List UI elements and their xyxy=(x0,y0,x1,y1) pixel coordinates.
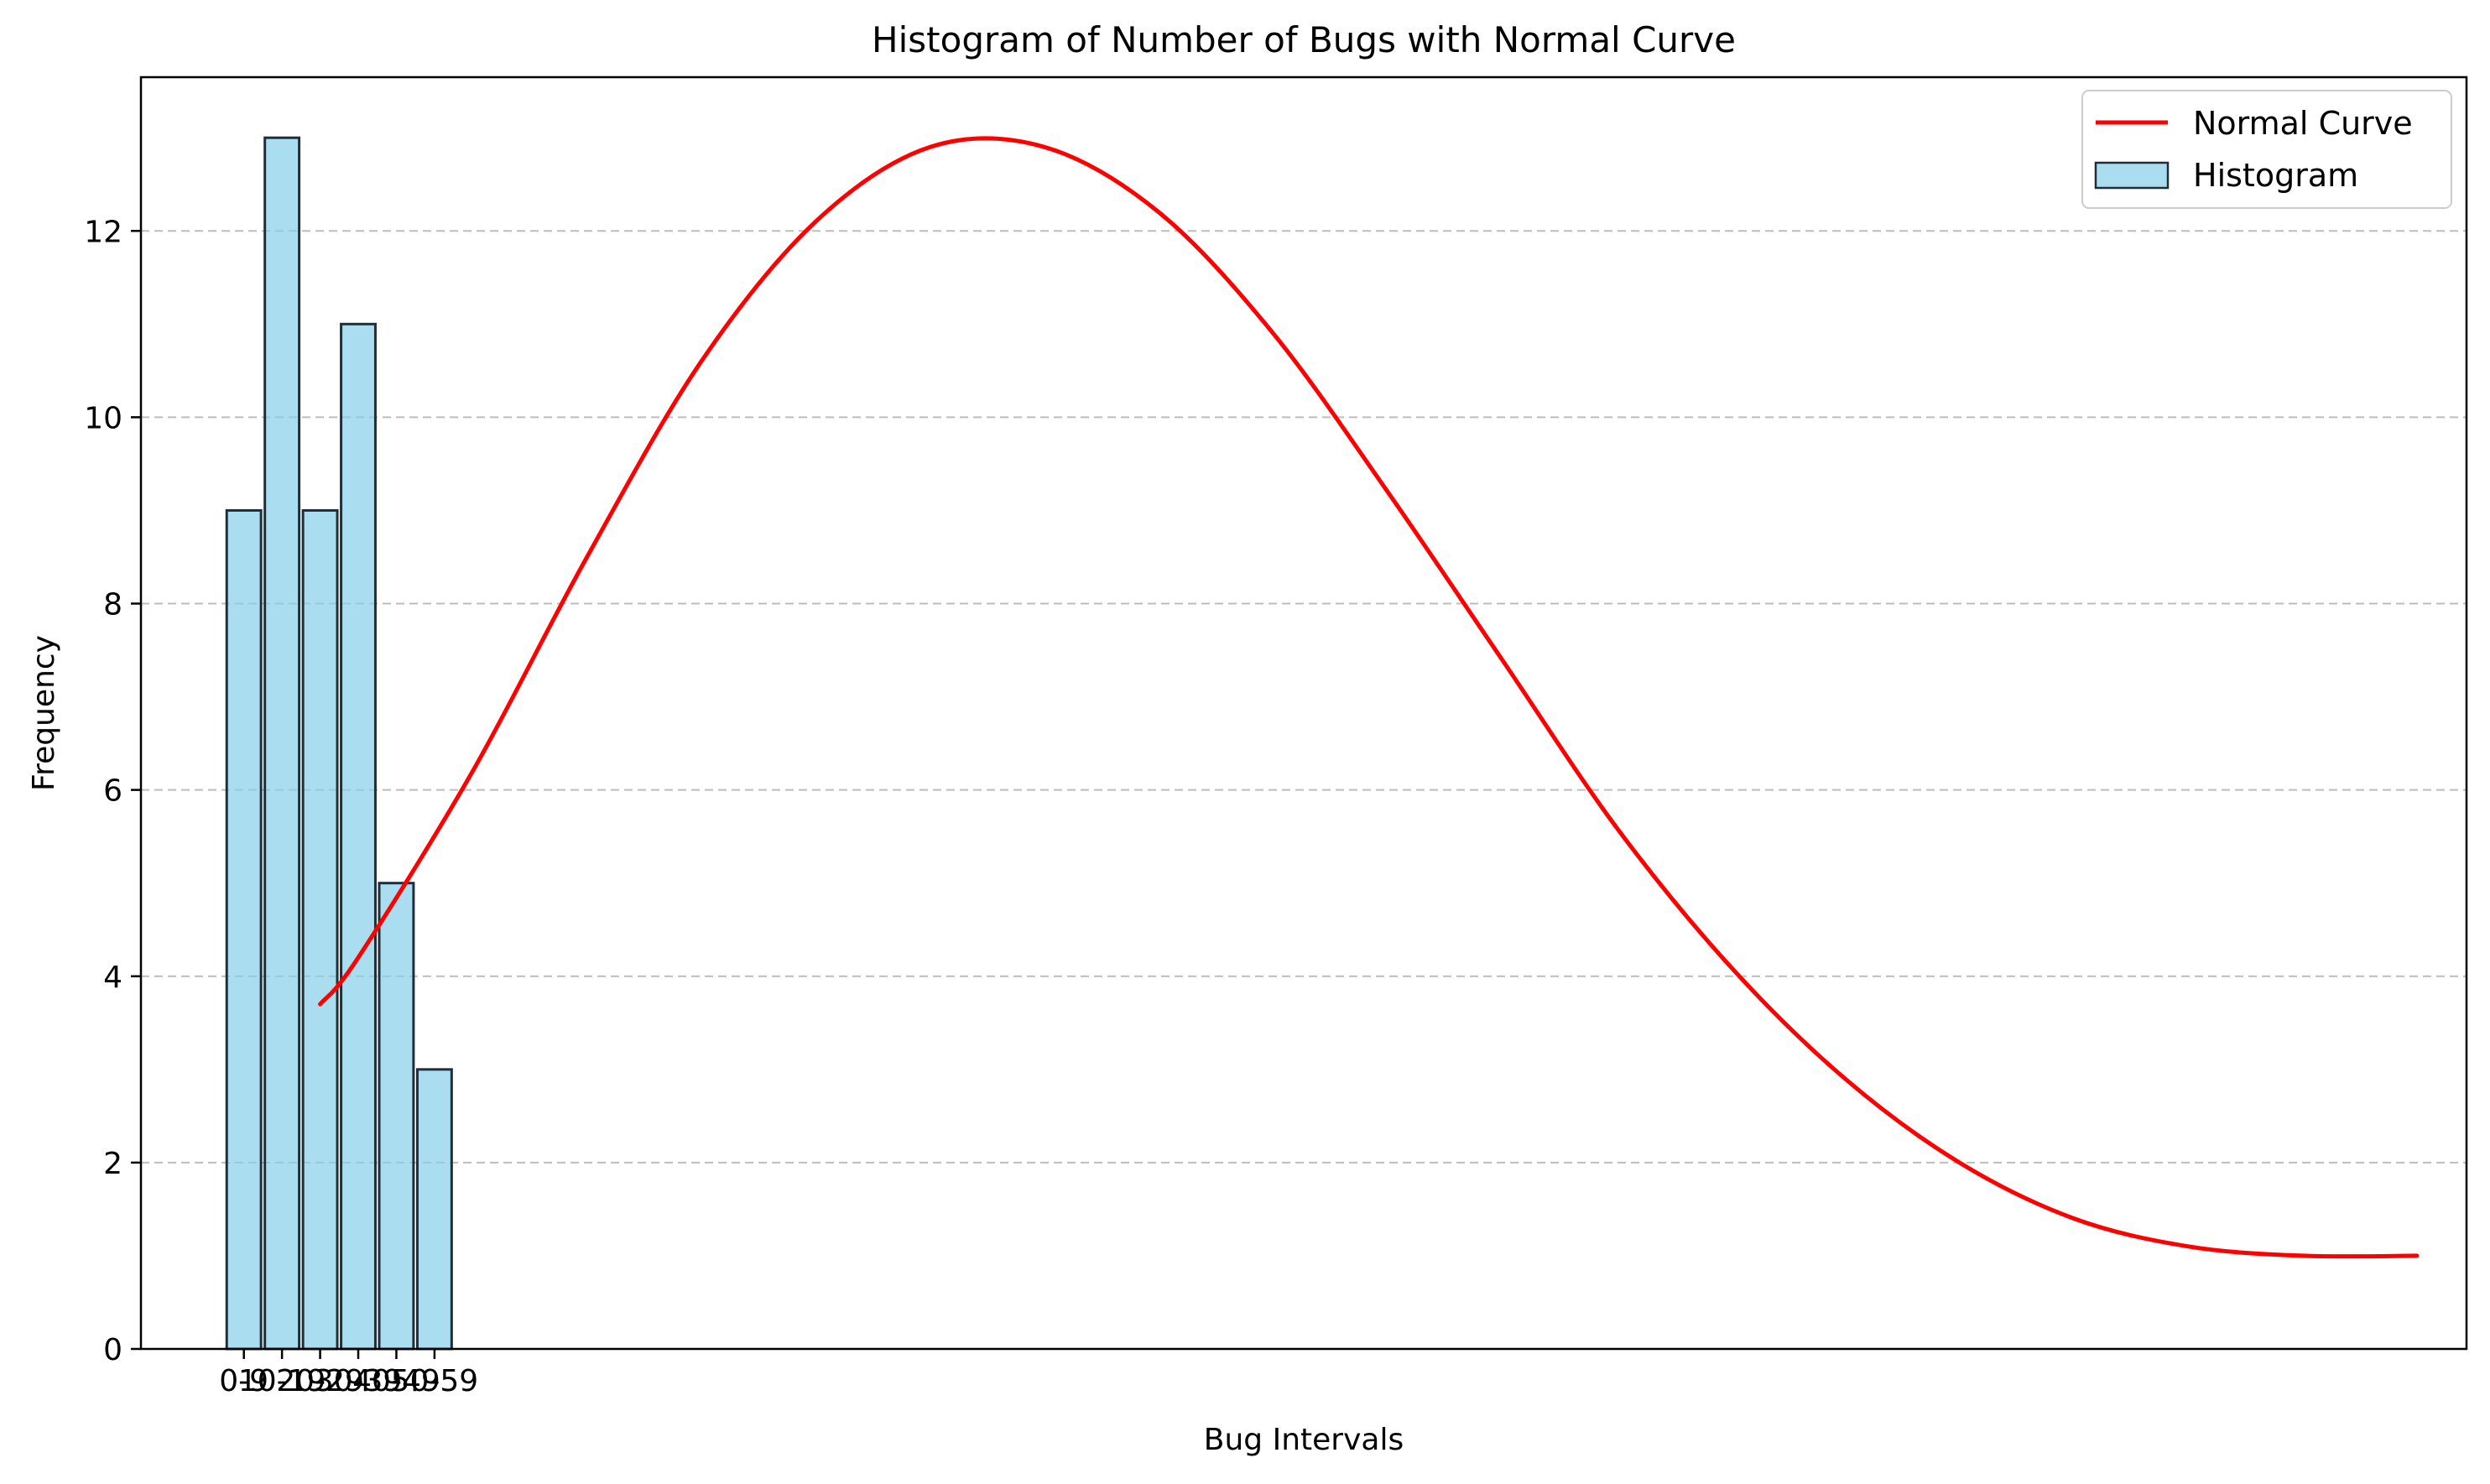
y-axis-label: Frequency xyxy=(27,635,61,791)
chart-title: Histogram of Number of Bugs with Normal … xyxy=(872,19,1736,60)
histogram-bar-50-59 xyxy=(415,1068,453,1351)
curve-layer xyxy=(318,136,2420,1259)
legend-label-histogram: Histogram xyxy=(2193,157,2358,194)
histogram-bar-30-39 xyxy=(340,322,377,1351)
legend-box xyxy=(2081,90,2452,209)
y-tick-label: 10 xyxy=(84,401,122,435)
x-tick-label: 30-39 xyxy=(315,1364,403,1398)
x-tick-label: 0-9 xyxy=(219,1364,268,1398)
y-axis: 0 2 4 6 8 10 12 xyxy=(84,215,141,1367)
legend: Normal Curve Histogram xyxy=(2081,90,2452,209)
histogram-bar-40-49 xyxy=(378,882,415,1351)
x-tick-label: 50-59 xyxy=(391,1364,479,1398)
y-tick-label: 6 xyxy=(103,774,122,809)
legend-label-normal-curve: Normal Curve xyxy=(2193,105,2413,142)
y-tick-label: 8 xyxy=(103,588,122,622)
x-tick-label: 20-29 xyxy=(276,1364,364,1398)
histogram-bar-20-29 xyxy=(301,508,339,1351)
grid-layer xyxy=(141,230,2467,1164)
histogram-bar-10-19 xyxy=(263,136,301,1351)
y-tick-label: 0 xyxy=(103,1333,122,1367)
x-axis-label: Bug Intervals xyxy=(1204,1423,1404,1457)
y-tick-label: 2 xyxy=(103,1147,122,1181)
y-tick-label: 4 xyxy=(103,961,122,995)
normal-curve-line xyxy=(318,136,2420,1259)
plot-frame xyxy=(139,76,2468,1351)
x-tick-label: 10-19 xyxy=(238,1364,326,1398)
x-tick-label: 40-49 xyxy=(352,1364,440,1398)
histogram-bar-0-9 xyxy=(225,508,263,1351)
y-tick-label: 12 xyxy=(84,215,122,249)
legend-bar-swatch xyxy=(2094,161,2170,190)
